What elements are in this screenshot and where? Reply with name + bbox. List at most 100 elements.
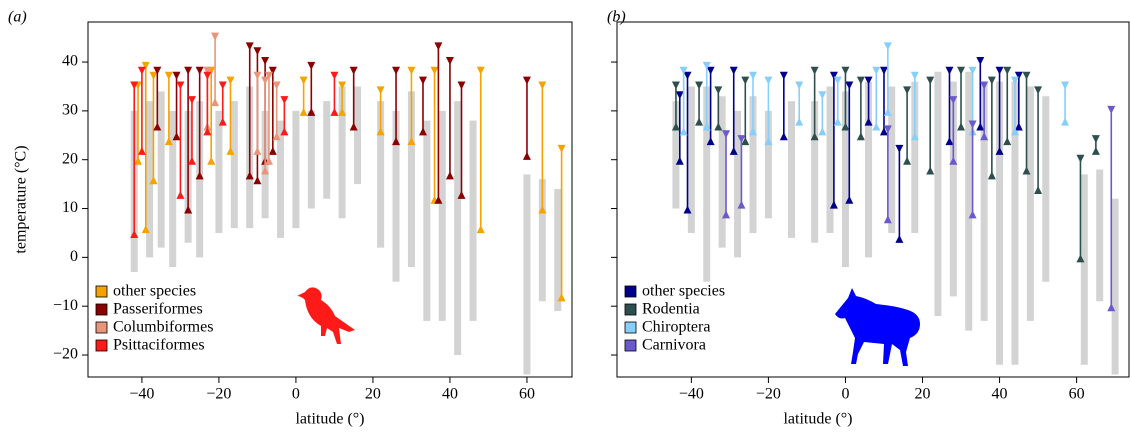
ctmax-marker — [845, 81, 854, 90]
legend-swatch — [624, 321, 637, 334]
ctmin-marker — [895, 234, 904, 243]
ctmin-marker — [829, 200, 838, 209]
y-tick-label: −20 — [53, 346, 78, 363]
ctmax-marker — [926, 76, 935, 85]
ctmin-marker — [307, 107, 316, 116]
ctmin-marker — [172, 132, 181, 141]
panel: (a) −40 −20 0 20 40 60 −20 −10 0 10 20 30 40 latitude … — [8, 9, 573, 428]
ctmin-marker — [1010, 127, 1019, 136]
ctmin-marker — [153, 122, 162, 131]
ctmax-marker — [280, 96, 289, 105]
ctmax-marker — [1107, 105, 1116, 114]
ctmin-marker — [338, 107, 347, 116]
ctmax-marker — [272, 81, 281, 90]
ctmax-marker — [407, 66, 416, 75]
ctmax-marker — [695, 81, 704, 90]
ctmax-marker — [764, 76, 773, 85]
ctmax-marker — [261, 76, 270, 85]
ctmax-marker — [253, 47, 262, 56]
ctmax-marker — [264, 71, 273, 80]
x-tick-label: 40 — [992, 386, 1008, 403]
ctmax-marker — [434, 42, 443, 51]
ctmin-marker — [1034, 186, 1043, 195]
x-axis-label: latitude (°) — [783, 411, 852, 428]
ctmax-marker — [299, 76, 308, 85]
legend-swatch — [624, 303, 637, 316]
ctmin-marker — [883, 215, 892, 224]
y-tick-label: −10 — [53, 297, 78, 314]
legend-swatch — [624, 339, 637, 352]
x-tick-label: 20 — [365, 386, 381, 403]
ctmax-marker — [137, 66, 146, 75]
ctmax-marker — [883, 42, 892, 51]
legend-swatch — [95, 285, 108, 298]
ctmin-marker — [702, 122, 711, 131]
ctmax-marker — [829, 71, 838, 80]
ctmax-marker — [872, 66, 881, 75]
legend-label: other species — [113, 283, 196, 300]
ctmax-marker — [883, 125, 892, 134]
ctmax-marker — [538, 81, 547, 90]
ctmax-marker — [141, 61, 150, 70]
ctmax-marker — [430, 66, 439, 75]
plot-frame — [616, 21, 1130, 378]
ctmin-marker — [149, 176, 158, 185]
ctmin-marker — [330, 107, 339, 116]
legend-label: Rodentia — [642, 301, 700, 318]
ctmax-marker — [476, 66, 485, 75]
ctmax-marker — [945, 66, 954, 75]
ctmin-marker — [253, 146, 262, 155]
ctmax-marker — [968, 66, 977, 75]
y-tick-label: 10 — [62, 199, 78, 216]
ctmin-marker — [184, 205, 193, 214]
ctmax-marker — [184, 66, 193, 75]
ctmin-marker — [176, 190, 185, 199]
ctmin-marker — [349, 122, 358, 131]
ctmin-marker — [457, 190, 466, 199]
ctmax-marker — [195, 66, 204, 75]
legend-swatch — [95, 321, 108, 334]
ctmax-marker — [203, 66, 212, 75]
legend-swatch — [95, 339, 108, 352]
ctmax-marker — [795, 81, 804, 90]
ctmin-marker — [856, 132, 865, 141]
x-tick-label: −40 — [129, 386, 154, 403]
panel-label: (a) — [8, 9, 27, 26]
ctmin-marker — [795, 117, 804, 126]
y-axis-label: temperature (°C) — [13, 145, 30, 253]
ctmin-marker — [261, 166, 270, 175]
ctmax-marker — [218, 81, 227, 90]
ctmin-marker — [864, 117, 873, 126]
x-tick-label: −20 — [206, 386, 231, 403]
ctmin-marker — [883, 107, 892, 116]
ctmax-marker — [153, 66, 162, 75]
ctmin-marker — [722, 210, 731, 219]
ctmin-marker — [376, 127, 385, 136]
ctmin-marker — [1107, 303, 1116, 312]
wolf-icon — [835, 288, 920, 366]
ctmin-marker — [272, 132, 281, 141]
x-tick-label: −20 — [756, 386, 781, 403]
ctmin-marker — [1076, 254, 1085, 263]
ctmin-marker — [968, 210, 977, 219]
ctmax-marker — [149, 71, 158, 80]
ctmin-marker — [195, 171, 204, 180]
ctmin-marker — [207, 156, 216, 165]
ctmax-marker — [203, 71, 212, 80]
ctmax-marker — [330, 71, 339, 80]
ctmin-marker — [538, 205, 547, 214]
ctmin-marker — [741, 137, 750, 146]
ctmax-marker — [671, 81, 680, 90]
ctmin-marker — [434, 195, 443, 204]
ctmax-marker — [976, 57, 985, 66]
ctmax-marker — [211, 32, 220, 41]
ctmin-marker — [695, 117, 704, 126]
ctmin-marker — [203, 127, 212, 136]
ctmax-marker — [748, 71, 757, 80]
x-tick-label: 40 — [442, 386, 458, 403]
ctmin-marker — [945, 137, 954, 146]
ctmin-marker — [268, 146, 277, 155]
ctmin-marker — [679, 127, 688, 136]
ctmin-marker — [671, 122, 680, 131]
ctmax-marker — [895, 144, 904, 153]
